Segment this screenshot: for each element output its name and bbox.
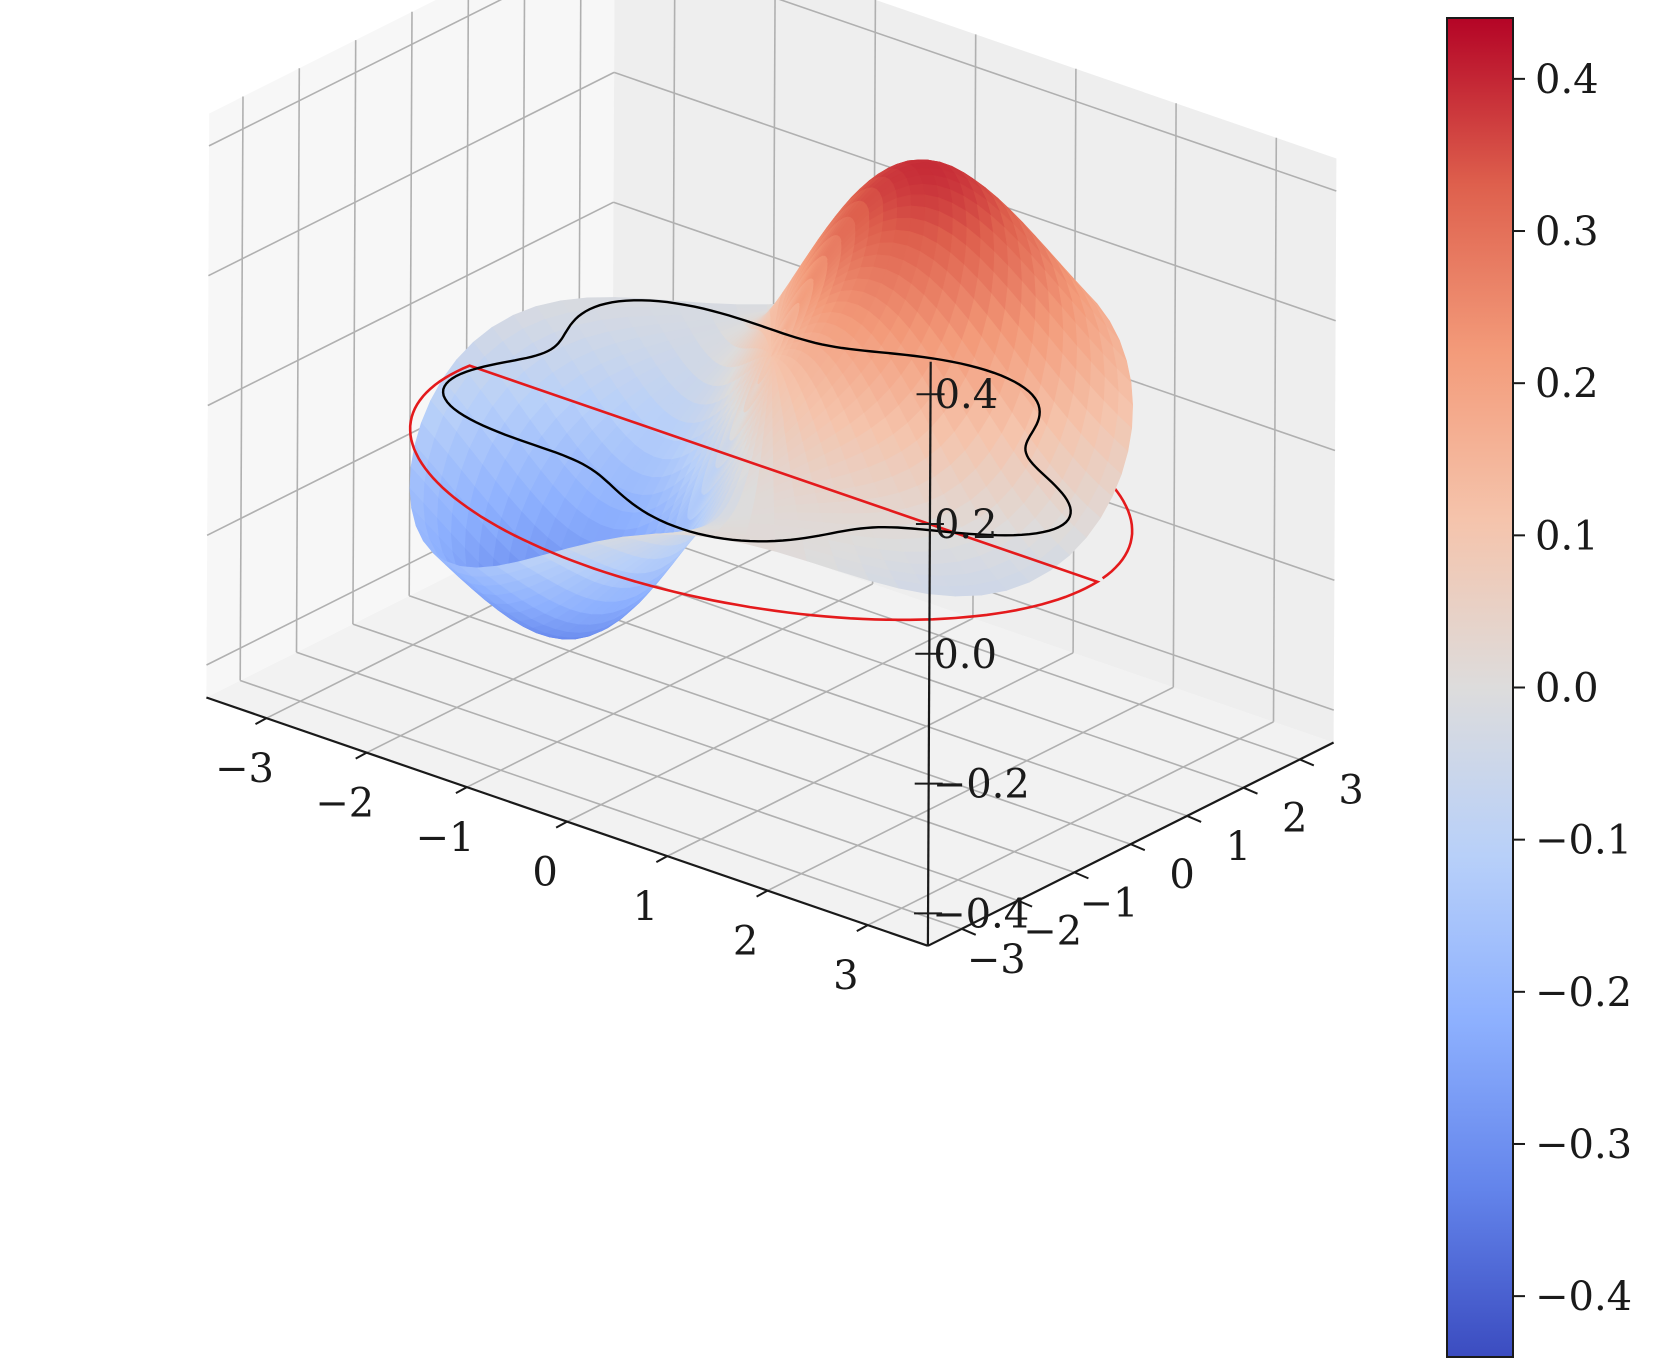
grid-line <box>667 652 1074 857</box>
surface-patch <box>895 217 912 232</box>
z-tick-label: 0.4 <box>935 372 999 418</box>
colorbar-gradient <box>1446 17 1514 1358</box>
surface-patch <box>910 194 926 208</box>
colorbar-tick-label: −0.1 <box>1535 818 1632 864</box>
grid-line <box>208 0 503 147</box>
colorbar-tick-label: −0.4 <box>1535 1274 1632 1320</box>
y-tick-mark <box>1130 843 1146 852</box>
y-tick-mark <box>1299 758 1315 767</box>
z-axis-ticks: −0.4 −0.2 0.0 0.2 0.4 <box>914 372 1030 937</box>
y-tick-mark <box>1074 871 1089 880</box>
surface-patch <box>795 503 821 514</box>
y-tick-label: −1 <box>1079 880 1138 926</box>
surface-patch <box>842 513 870 527</box>
x-tick-label: 3 <box>833 953 858 999</box>
grid-line <box>867 721 1274 926</box>
surface-patch <box>896 205 912 219</box>
y-tick-mark <box>1017 899 1033 908</box>
black-contour <box>441 299 1072 543</box>
z-tick-label: 0.0 <box>933 632 997 678</box>
surface-patch <box>838 500 865 514</box>
x-tick-mark <box>856 924 869 932</box>
surface-patch <box>805 554 839 572</box>
grid-line <box>767 686 1174 892</box>
colorbar-tick-label: 0.2 <box>1535 361 1599 407</box>
z-tick-label: 0.2 <box>934 502 998 548</box>
surface-patch <box>908 183 925 196</box>
y-tick-mark <box>961 927 977 936</box>
x-axis-line <box>206 696 929 947</box>
x-tick-mark <box>355 751 368 760</box>
y-axis-line <box>927 741 1335 947</box>
x-tick-label: 0 <box>532 850 557 896</box>
surface-patch <box>648 306 682 317</box>
x-tick-mark <box>756 889 769 898</box>
x-tick-mark <box>255 717 267 726</box>
x-tick-mark <box>455 786 468 795</box>
y-tick-label: 3 <box>1338 767 1363 813</box>
colorbar-tick-label: 0.3 <box>1535 209 1599 255</box>
y-tick-label: 1 <box>1226 824 1251 870</box>
colorbar-ticks: −0.4 −0.3 −0.2 −0.1 0.0 0.1 0.2 0.3 0.4 <box>1513 57 1632 1320</box>
colorbar-tick-label: 0.0 <box>1535 666 1599 712</box>
colorbar-tick-label: 0.1 <box>1535 513 1599 559</box>
x-tick-label: 1 <box>633 884 658 930</box>
grid-line <box>408 595 1132 845</box>
x-axis-ticks: −3 −2 −1 0 1 2 3 <box>215 717 869 999</box>
grid-line <box>578 510 1301 761</box>
red-circle-front-arc <box>408 364 1101 622</box>
colorbar: −0.4 −0.3 −0.2 −0.1 0.0 0.1 0.2 0.3 0.4 <box>1446 17 1632 1358</box>
grid-line <box>207 201 614 407</box>
x-tick-label: −1 <box>415 815 474 861</box>
colorbar-tick-label: −0.3 <box>1535 1122 1632 1168</box>
surface-patch <box>879 229 897 244</box>
red-circle-front <box>408 364 1101 622</box>
grid-line <box>778 0 1337 192</box>
y-tick-label: −2 <box>1023 909 1082 955</box>
z-tick-label: −0.4 <box>932 891 1029 937</box>
z-tick-label: −0.2 <box>933 762 1030 808</box>
y-tick-mark <box>1243 786 1258 795</box>
grid-line <box>208 71 615 277</box>
x-tick-mark <box>555 820 568 829</box>
x-tick-label: −2 <box>315 781 374 827</box>
surface-patch <box>817 501 844 514</box>
colorbar-tick-label: −0.2 <box>1535 970 1632 1016</box>
x-tick-label: 2 <box>733 919 758 965</box>
y-tick-label: 2 <box>1282 796 1307 842</box>
y-tick-label: 0 <box>1169 852 1194 898</box>
x-tick-mark <box>655 855 668 864</box>
y-tick-label: −3 <box>967 937 1026 983</box>
x-tick-label: −3 <box>215 746 274 792</box>
y-tick-mark <box>1186 814 1202 823</box>
colorbar-tick-label: 0.4 <box>1535 57 1599 103</box>
black-contour-line <box>441 299 1072 543</box>
surface-plot <box>409 159 1134 640</box>
